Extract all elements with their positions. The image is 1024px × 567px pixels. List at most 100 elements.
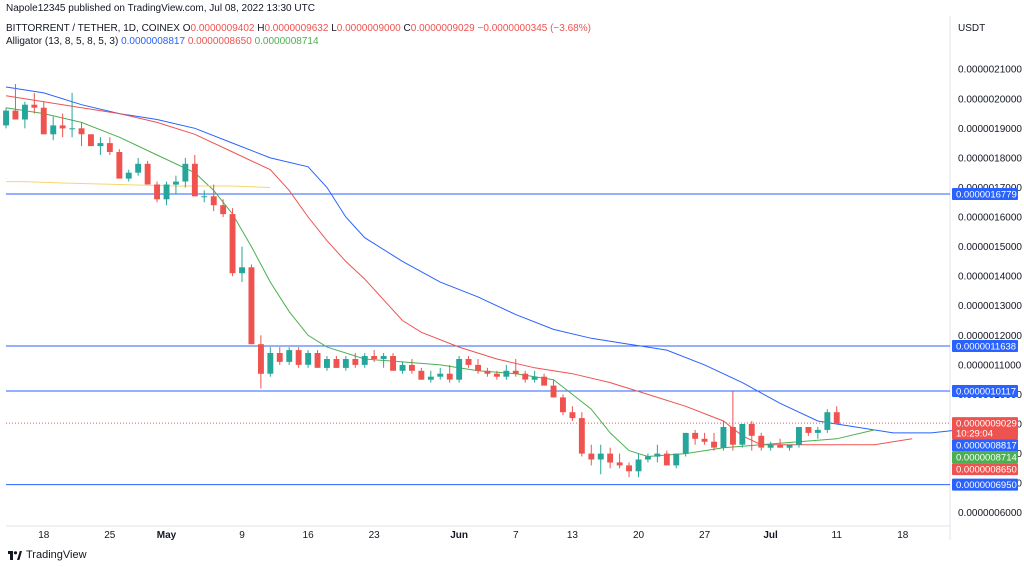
close-label: C — [403, 23, 411, 34]
candle-body — [824, 412, 831, 430]
time-tick-label: 25 — [104, 530, 116, 541]
candle-body — [371, 356, 378, 359]
candle-body — [805, 427, 812, 433]
candle-body — [59, 125, 66, 129]
currency-label: USDT — [958, 23, 985, 34]
time-tick-label: Jul — [763, 530, 778, 541]
symbol-name[interactable]: BITTORRENT / TETHER, 1D, COINEX — [6, 23, 180, 34]
candle-body — [305, 353, 312, 365]
time-tick-label: May — [157, 530, 177, 541]
candle-body — [258, 344, 264, 374]
candle-body — [654, 453, 661, 457]
candle-body — [69, 128, 76, 130]
candle-body — [78, 128, 85, 135]
candle-body — [588, 453, 595, 460]
candle-body — [220, 205, 227, 215]
time-tick-label: 18 — [897, 530, 909, 541]
price-tag-box[interactable] — [952, 340, 1018, 352]
high-value: 0.0000009632 — [264, 23, 329, 34]
candle-body — [607, 453, 614, 463]
price-tags-group[interactable]: 0.0000016779 0.0000011638 0.0000010117 0.00… — [952, 188, 1018, 491]
candle-body — [522, 373, 529, 380]
candle-body — [390, 356, 396, 371]
series-line-ma — [6, 181, 271, 188]
price-tag-box[interactable] — [952, 385, 1018, 397]
tradingview-logo-icon — [8, 550, 22, 560]
candle-body — [191, 163, 198, 197]
price-tag-label[interactable]: 0.0000008714 — [956, 453, 1017, 464]
candle-body — [682, 432, 689, 454]
alligator-lines-group — [5, 86, 960, 458]
candle-body — [446, 373, 453, 380]
price-tag-label[interactable]: 0.0000016779 — [956, 190, 1017, 201]
candle-body — [3, 110, 9, 126]
candle-body — [173, 181, 179, 185]
candle-body — [125, 172, 132, 179]
candle-body — [597, 453, 604, 460]
candle-body — [40, 107, 47, 135]
candle-body — [12, 110, 19, 120]
published-by-text: Napole12345 published on TradingView.com… — [6, 3, 315, 14]
candle-body — [503, 370, 510, 377]
price-tag-label[interactable]: 0.0000011638 — [956, 342, 1016, 353]
candle-body — [814, 429, 821, 433]
legend-indicator-row: Alligator (13, 8, 5, 8, 5, 3) 0.00000088… — [6, 36, 319, 48]
price-tag-label[interactable]: 0.0000006950 — [956, 480, 1017, 491]
time-tick-label: 16 — [303, 530, 315, 541]
candle-body — [569, 412, 576, 419]
indicator-name[interactable]: Alligator (13, 8, 5, 8, 5, 3) — [6, 36, 119, 47]
price-tag-box[interactable] — [952, 451, 1018, 464]
time-tick-label: 27 — [699, 530, 711, 541]
price-tick-label: 0.0000012000 — [958, 331, 1022, 342]
candle-body — [295, 350, 302, 365]
candle-body — [314, 353, 321, 368]
price-tag-box[interactable] — [952, 188, 1018, 200]
horizontal-lines-group — [6, 193, 950, 486]
price-tag-label[interactable]: 0.0000009029 — [956, 419, 1017, 430]
candle-body — [50, 125, 57, 135]
candle-body — [494, 373, 500, 377]
candle-body — [144, 163, 151, 185]
candle-body — [352, 359, 359, 365]
candle-body — [550, 385, 557, 398]
price-tag-label[interactable]: 0.0000008650 — [956, 465, 1017, 476]
candle-body — [484, 370, 491, 374]
close-value: 0.0000009029 — [410, 23, 475, 34]
candle-body — [758, 435, 765, 448]
candle-body — [541, 376, 548, 386]
price-tick-label: 0.0000014000 — [958, 272, 1022, 283]
time-tick-label: Jun — [450, 530, 468, 541]
price-tag-box[interactable] — [952, 439, 1018, 452]
candle-body — [154, 184, 160, 200]
price-tag-box[interactable] — [952, 463, 1018, 476]
candle-body — [739, 424, 746, 445]
price-tag-label[interactable]: 0.0000010117 — [956, 387, 1016, 398]
lips-value: 0.0000008714 — [254, 36, 319, 47]
candle-body — [437, 373, 444, 377]
price-tag-box[interactable] — [952, 417, 1018, 440]
change-value: −0.0000000345 (−3.68%) — [477, 23, 591, 34]
candle-body — [267, 353, 274, 374]
candle-body — [97, 143, 104, 147]
candle-body — [201, 196, 208, 198]
candle-body — [22, 104, 28, 120]
candle-body — [663, 453, 670, 466]
series-line-lips — [5, 107, 875, 458]
open-value: 0.0000009402 — [190, 23, 255, 34]
countdown-label: 10:29:04 — [956, 429, 993, 440]
candle-body — [616, 462, 623, 466]
price-tag-label[interactable]: 0.0000008817 — [956, 441, 1017, 452]
candle-body — [531, 376, 538, 380]
candle-body — [248, 267, 255, 345]
tradingview-logo[interactable]: TradingView — [8, 549, 87, 561]
candle-body — [786, 444, 793, 448]
price-tick-label: 0.0000006000 — [958, 508, 1022, 519]
candle-body — [560, 397, 566, 413]
candle-body — [380, 356, 387, 359]
price-tick-label: 0.0000016000 — [958, 213, 1022, 224]
candle-body — [182, 163, 189, 182]
price-tag-box[interactable] — [952, 478, 1018, 491]
candle-body — [210, 196, 217, 206]
candle-body — [645, 456, 651, 460]
candle-body — [342, 359, 349, 368]
